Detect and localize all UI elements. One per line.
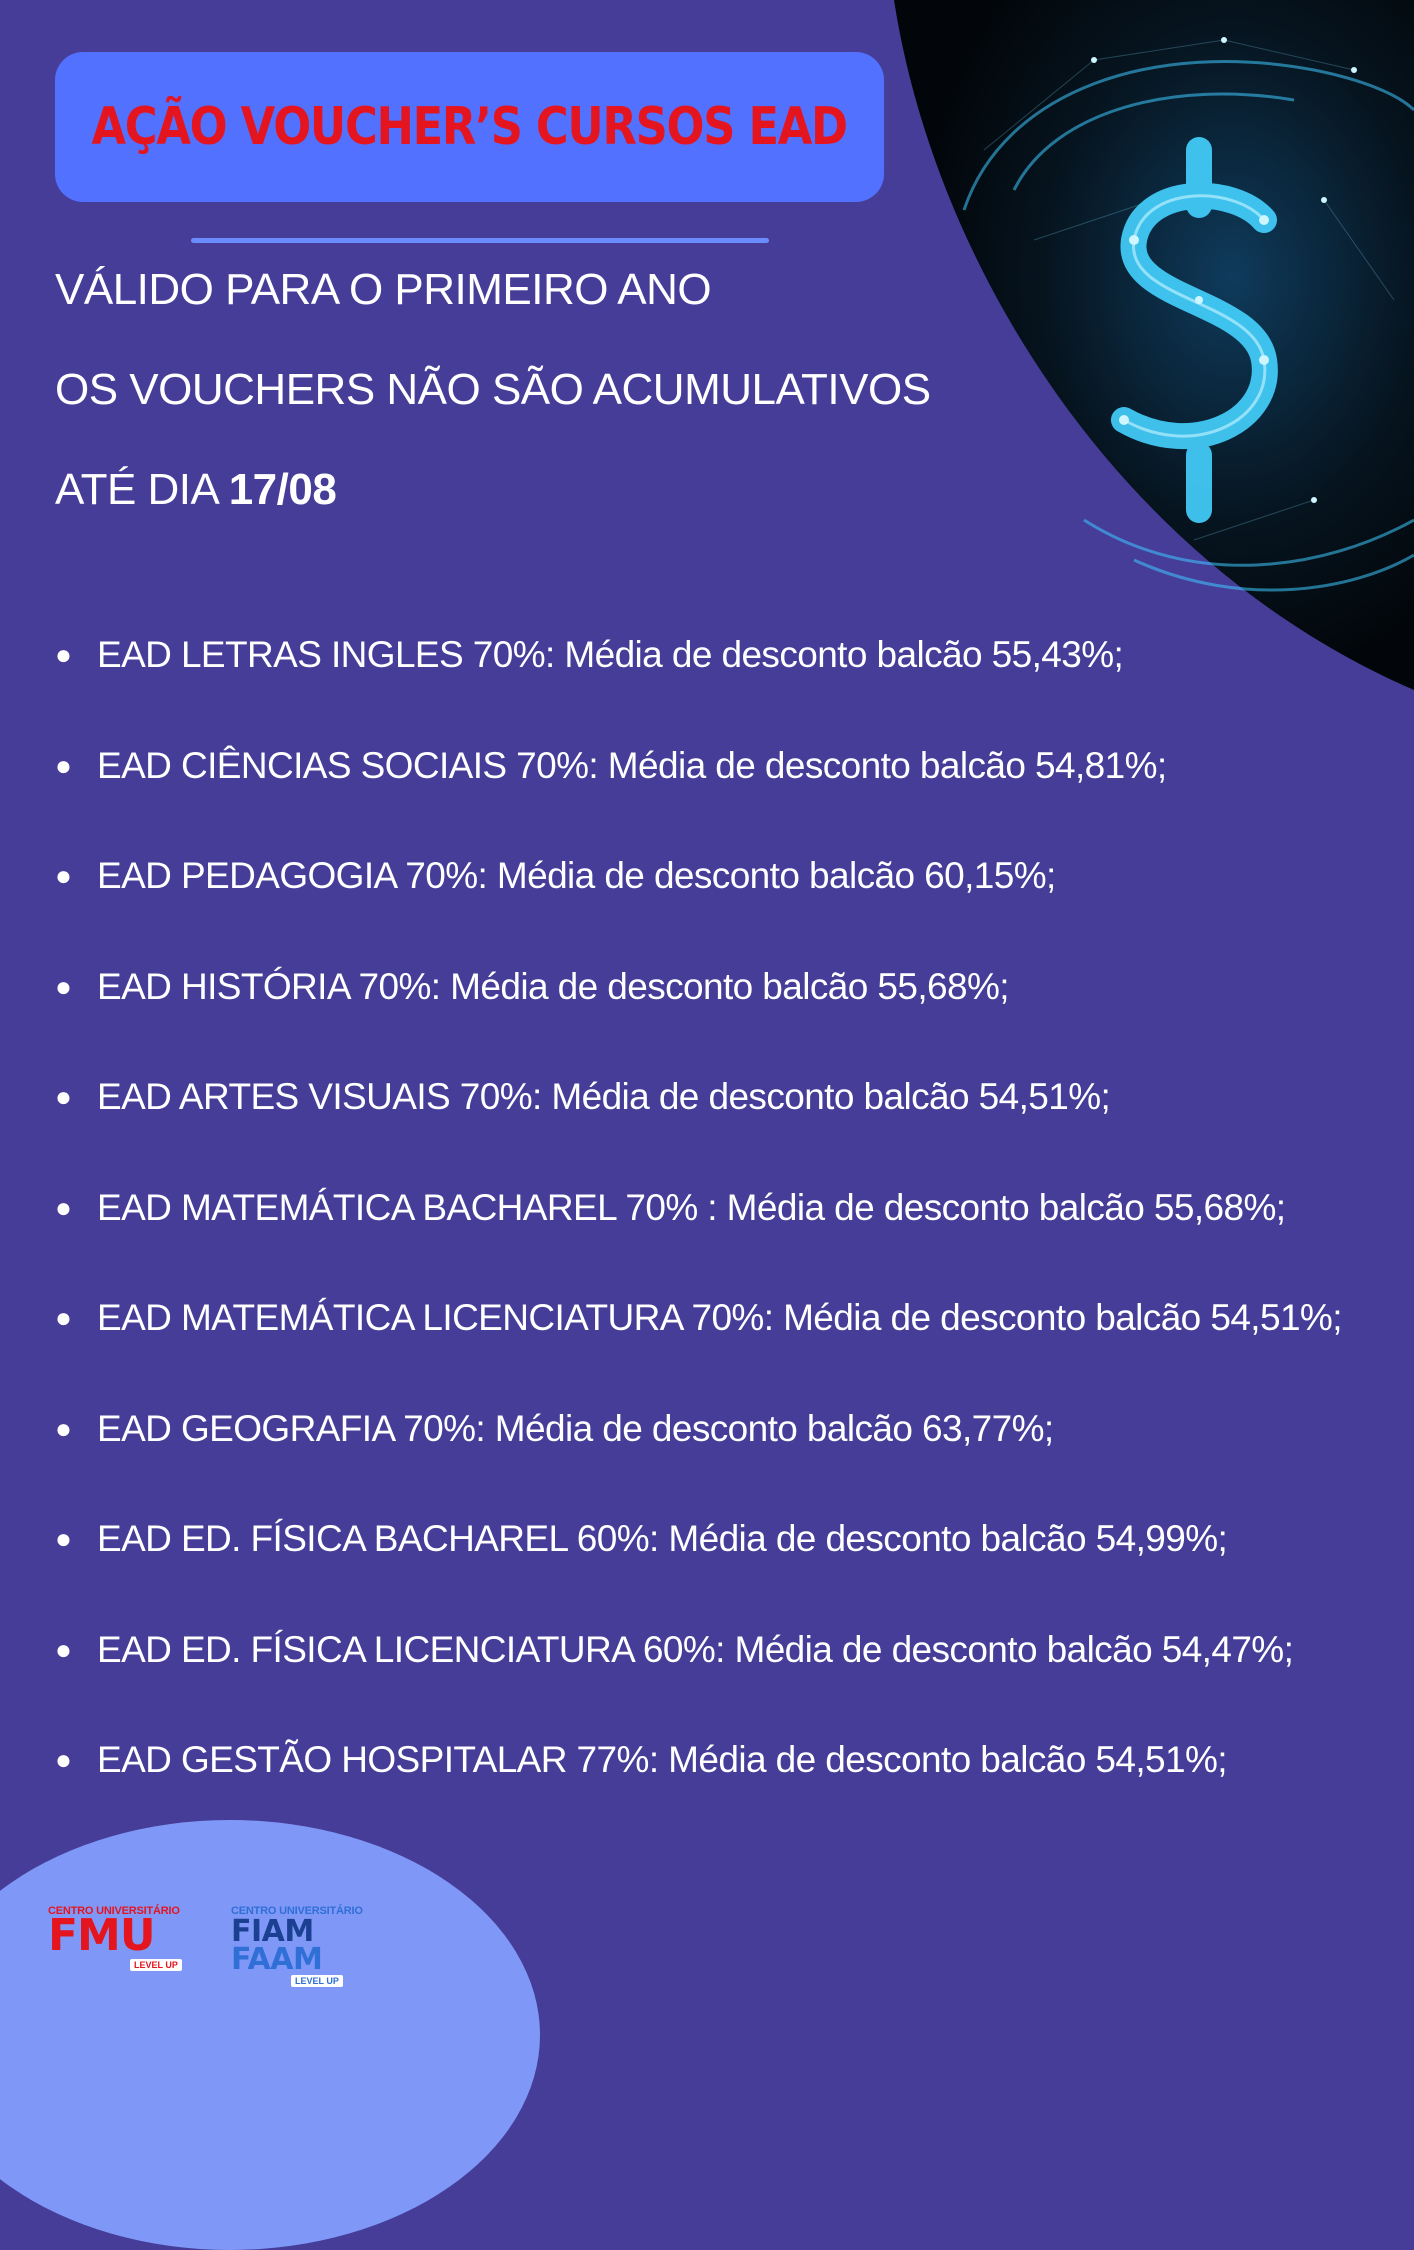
course-text: EAD ED. FÍSICA LICENCIATURA 60%: Média d… [97,1628,1294,1670]
bullet-dot-icon: ● [55,1523,72,1555]
bullet-dot-icon: ● [55,1302,72,1334]
fiam-faam-logo: CENTRO UNIVERSITÁRIO FIAM FAAM LEVEL UP [231,1905,381,1987]
bullet-dot-icon: ● [55,639,72,671]
bullet-dot-icon: ● [55,1191,72,1223]
fiam-name: FIAM [231,1914,314,1949]
deadline-prefix: ATÉ DIA [55,465,229,514]
list-item: ● EAD MATEMÁTICA LICENCIATURA 70%: Média … [55,1263,1405,1374]
fiam-subtitle: CENTRO UNIVERSITÁRIO [231,1905,363,1917]
list-item: ● EAD GEOGRAFIA 70%: Média de desconto ba… [55,1374,1405,1485]
info-not-cumulative: OS VOUCHERS NÃO SÃO ACUMULATIVOS [55,365,931,414]
dollar-network-icon [894,0,1414,690]
fmu-logo: CENTRO UNIVERSITÁRIO FMU LEVEL UP [48,1905,203,1985]
course-text: EAD CIÊNCIAS SOCIAIS 70%: Média de desco… [97,744,1167,786]
fmu-name: FMU [48,1910,156,1961]
fmu-subtitle: CENTRO UNIVERSITÁRIO [48,1905,180,1917]
bullet-dot-icon: ● [55,860,72,892]
bullet-dot-icon: ● [55,749,72,781]
faam-name: FAAM [231,1942,323,1977]
bullet-dot-icon: ● [55,1081,72,1113]
info-deadline: ATÉ DIA 17/08 [55,465,337,515]
list-item: ● EAD HISTÓRIA 70%: Média de desconto bal… [55,932,1405,1043]
logos: CENTRO UNIVERSITÁRIO FMU LEVEL UP CENTRO… [48,1905,381,1987]
bullet-dot-icon: ● [55,1412,72,1444]
course-text: EAD ED. FÍSICA BACHAREL 60%: Média de de… [97,1518,1228,1560]
title-banner: AÇÃO VOUCHER’S CURSOS EAD [55,52,884,202]
list-item: ● EAD MATEMÁTICA BACHAREL 70% : Média de … [55,1153,1405,1264]
info-validity: VÁLIDO PARA O PRIMEIRO ANO [55,265,712,314]
course-text: EAD MATEMÁTICA LICENCIATURA 70%: Média d… [97,1297,1343,1339]
list-item: ● EAD GESTÃO HOSPITALAR 77%: Média de des… [55,1705,1405,1816]
bullet-dot-icon: ● [55,1633,72,1665]
decorative-blob [0,1820,540,2250]
deadline-date: 17/08 [228,465,337,514]
fiam-tag: LEVEL UP [291,1975,343,1987]
bullet-dot-icon: ● [55,970,72,1002]
list-item: ● EAD ARTES VISUAIS 70%: Média de descont… [55,1042,1405,1153]
fmu-tag: LEVEL UP [130,1959,182,1971]
course-text: EAD HISTÓRIA 70%: Média de desconto balc… [97,965,1010,1007]
list-item: ● EAD PEDAGOGIA 70%: Média de desconto ba… [55,821,1405,932]
course-list: ● EAD LETRAS INGLES 70%: Média de descont… [55,600,1405,1816]
page-title: AÇÃO VOUCHER’S CURSOS EAD [91,97,849,157]
course-text: EAD MATEMÁTICA BACHAREL 70% : Média de d… [97,1186,1286,1228]
course-text: EAD GESTÃO HOSPITALAR 77%: Média de desc… [97,1739,1228,1781]
course-text: EAD PEDAGOGIA 70%: Média de desconto bal… [97,855,1056,897]
course-text: EAD GEOGRAFIA 70%: Média de desconto bal… [97,1407,1054,1449]
bullet-dot-icon: ● [55,1744,72,1776]
list-item: ● EAD CIÊNCIAS SOCIAIS 70%: Média de desc… [55,711,1405,822]
list-item: ● EAD LETRAS INGLES 70%: Média de descont… [55,600,1405,711]
list-item: ● EAD ED. FÍSICA LICENCIATURA 60%: Média … [55,1595,1405,1706]
divider [191,238,769,243]
list-item: ● EAD ED. FÍSICA BACHAREL 60%: Média de d… [55,1484,1405,1595]
course-text: EAD LETRAS INGLES 70%: Média de desconto… [97,634,1124,676]
course-text: EAD ARTES VISUAIS 70%: Média de desconto… [97,1076,1111,1118]
